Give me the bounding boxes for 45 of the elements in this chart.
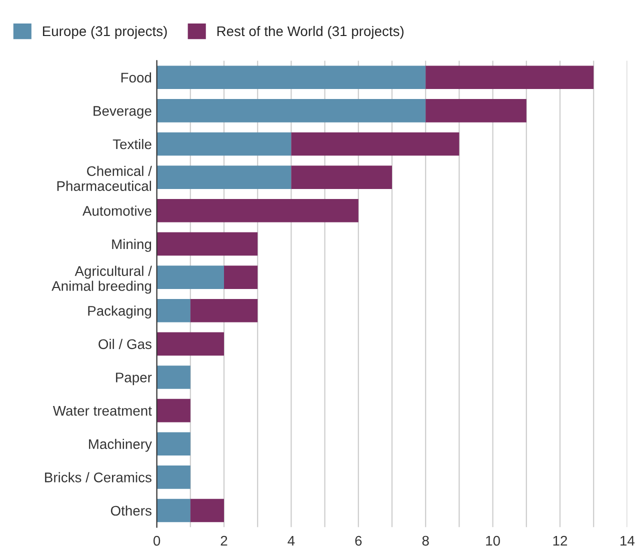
bar [190, 298, 258, 322]
bar [156, 198, 358, 222]
bar [156, 432, 190, 456]
bar [156, 132, 292, 156]
bar [291, 166, 392, 189]
y-tick-label: Bricks / Ceramics [45, 472, 152, 482]
x-tick-label: 0 [153, 536, 160, 546]
x-tick-label: 4 [288, 536, 295, 546]
bar [156, 166, 292, 189]
y-tick-label: Textile [112, 138, 152, 150]
bar [156, 332, 224, 356]
y-tick-label: Agricultural / Animal breeding [52, 266, 152, 294]
y-tick-label: Food [121, 72, 152, 83]
x-tick-label: 8 [422, 536, 429, 546]
bar [156, 298, 190, 322]
legend-label: Europe (31 projects) [42, 26, 167, 39]
bar [426, 99, 526, 122]
y-tick-label: Mining [112, 238, 152, 252]
x-tick-label: 2 [220, 536, 228, 546]
bar [156, 366, 190, 389]
y-tick-label: Oil / Gas [98, 338, 152, 350]
x-tick-label: 14 [620, 536, 635, 546]
y-tick-label: Machinery [89, 438, 152, 452]
y-tick-label: Beverage [94, 106, 152, 119]
bar [156, 398, 190, 422]
bar [156, 232, 258, 256]
bar [156, 66, 426, 90]
bar [224, 266, 258, 289]
bar [156, 466, 190, 489]
x-tick-label: 12 [553, 536, 568, 546]
x-tick-label: 6 [355, 536, 362, 546]
bar [291, 132, 460, 156]
y-tick-label: Water treatment [52, 406, 152, 416]
y-tick-label: Paper [116, 372, 152, 386]
bar [156, 99, 426, 122]
bar [156, 266, 224, 289]
x-tick-label: 10 [486, 536, 500, 546]
legend-label: Rest of the World (31 projects) [217, 26, 404, 39]
bar [156, 498, 190, 522]
y-tick-label: Automotive [82, 206, 152, 216]
y-tick-label: Packaging [88, 306, 152, 319]
y-tick-label: Chemical / Pharmaceutical [57, 166, 152, 191]
y-tick-label: Others [110, 505, 152, 516]
bar [426, 66, 594, 90]
bar [190, 498, 224, 522]
